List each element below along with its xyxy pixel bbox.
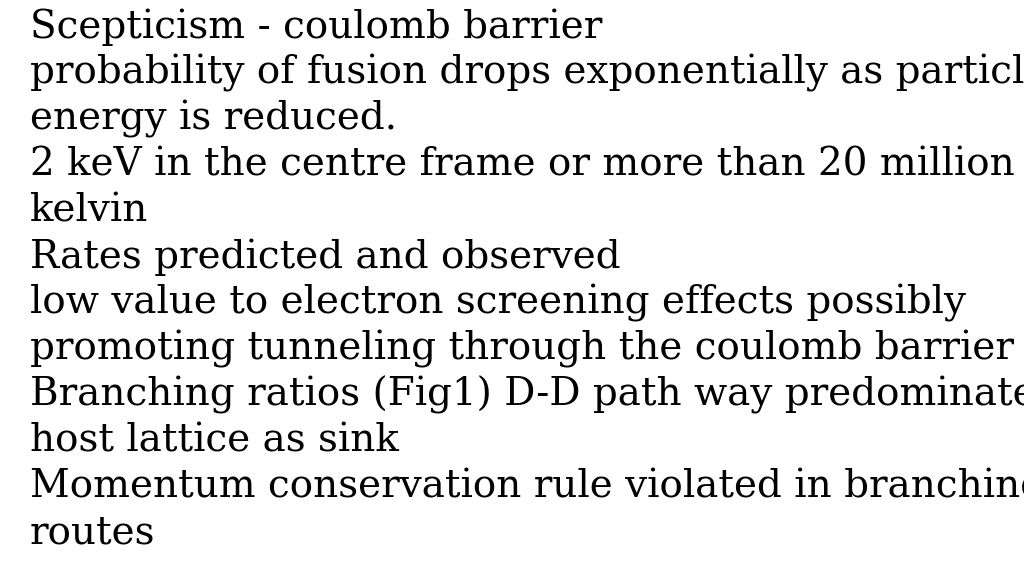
Text: energy is reduced.: energy is reduced.	[30, 100, 397, 138]
Text: low value to electron screening effects possibly: low value to electron screening effects …	[30, 284, 966, 322]
Text: promoting tunneling through the coulomb barrier: promoting tunneling through the coulomb …	[30, 330, 1014, 368]
Text: host lattice as sink: host lattice as sink	[30, 422, 399, 459]
Text: routes: routes	[30, 514, 156, 551]
Text: Momentum conservation rule violated in branching: Momentum conservation rule violated in b…	[30, 468, 1024, 506]
Text: kelvin: kelvin	[30, 192, 148, 229]
Text: Rates predicted and observed: Rates predicted and observed	[30, 238, 621, 275]
Text: 2 keV in the centre frame or more than 20 million: 2 keV in the centre frame or more than 2…	[30, 146, 1015, 183]
Text: probability of fusion drops exponentially as particle: probability of fusion drops exponentiall…	[30, 54, 1024, 92]
Text: Branching ratios (Fig1) D-D path way predominate-: Branching ratios (Fig1) D-D path way pre…	[30, 376, 1024, 414]
Text: Scepticism - coulomb barrier: Scepticism - coulomb barrier	[30, 8, 602, 46]
